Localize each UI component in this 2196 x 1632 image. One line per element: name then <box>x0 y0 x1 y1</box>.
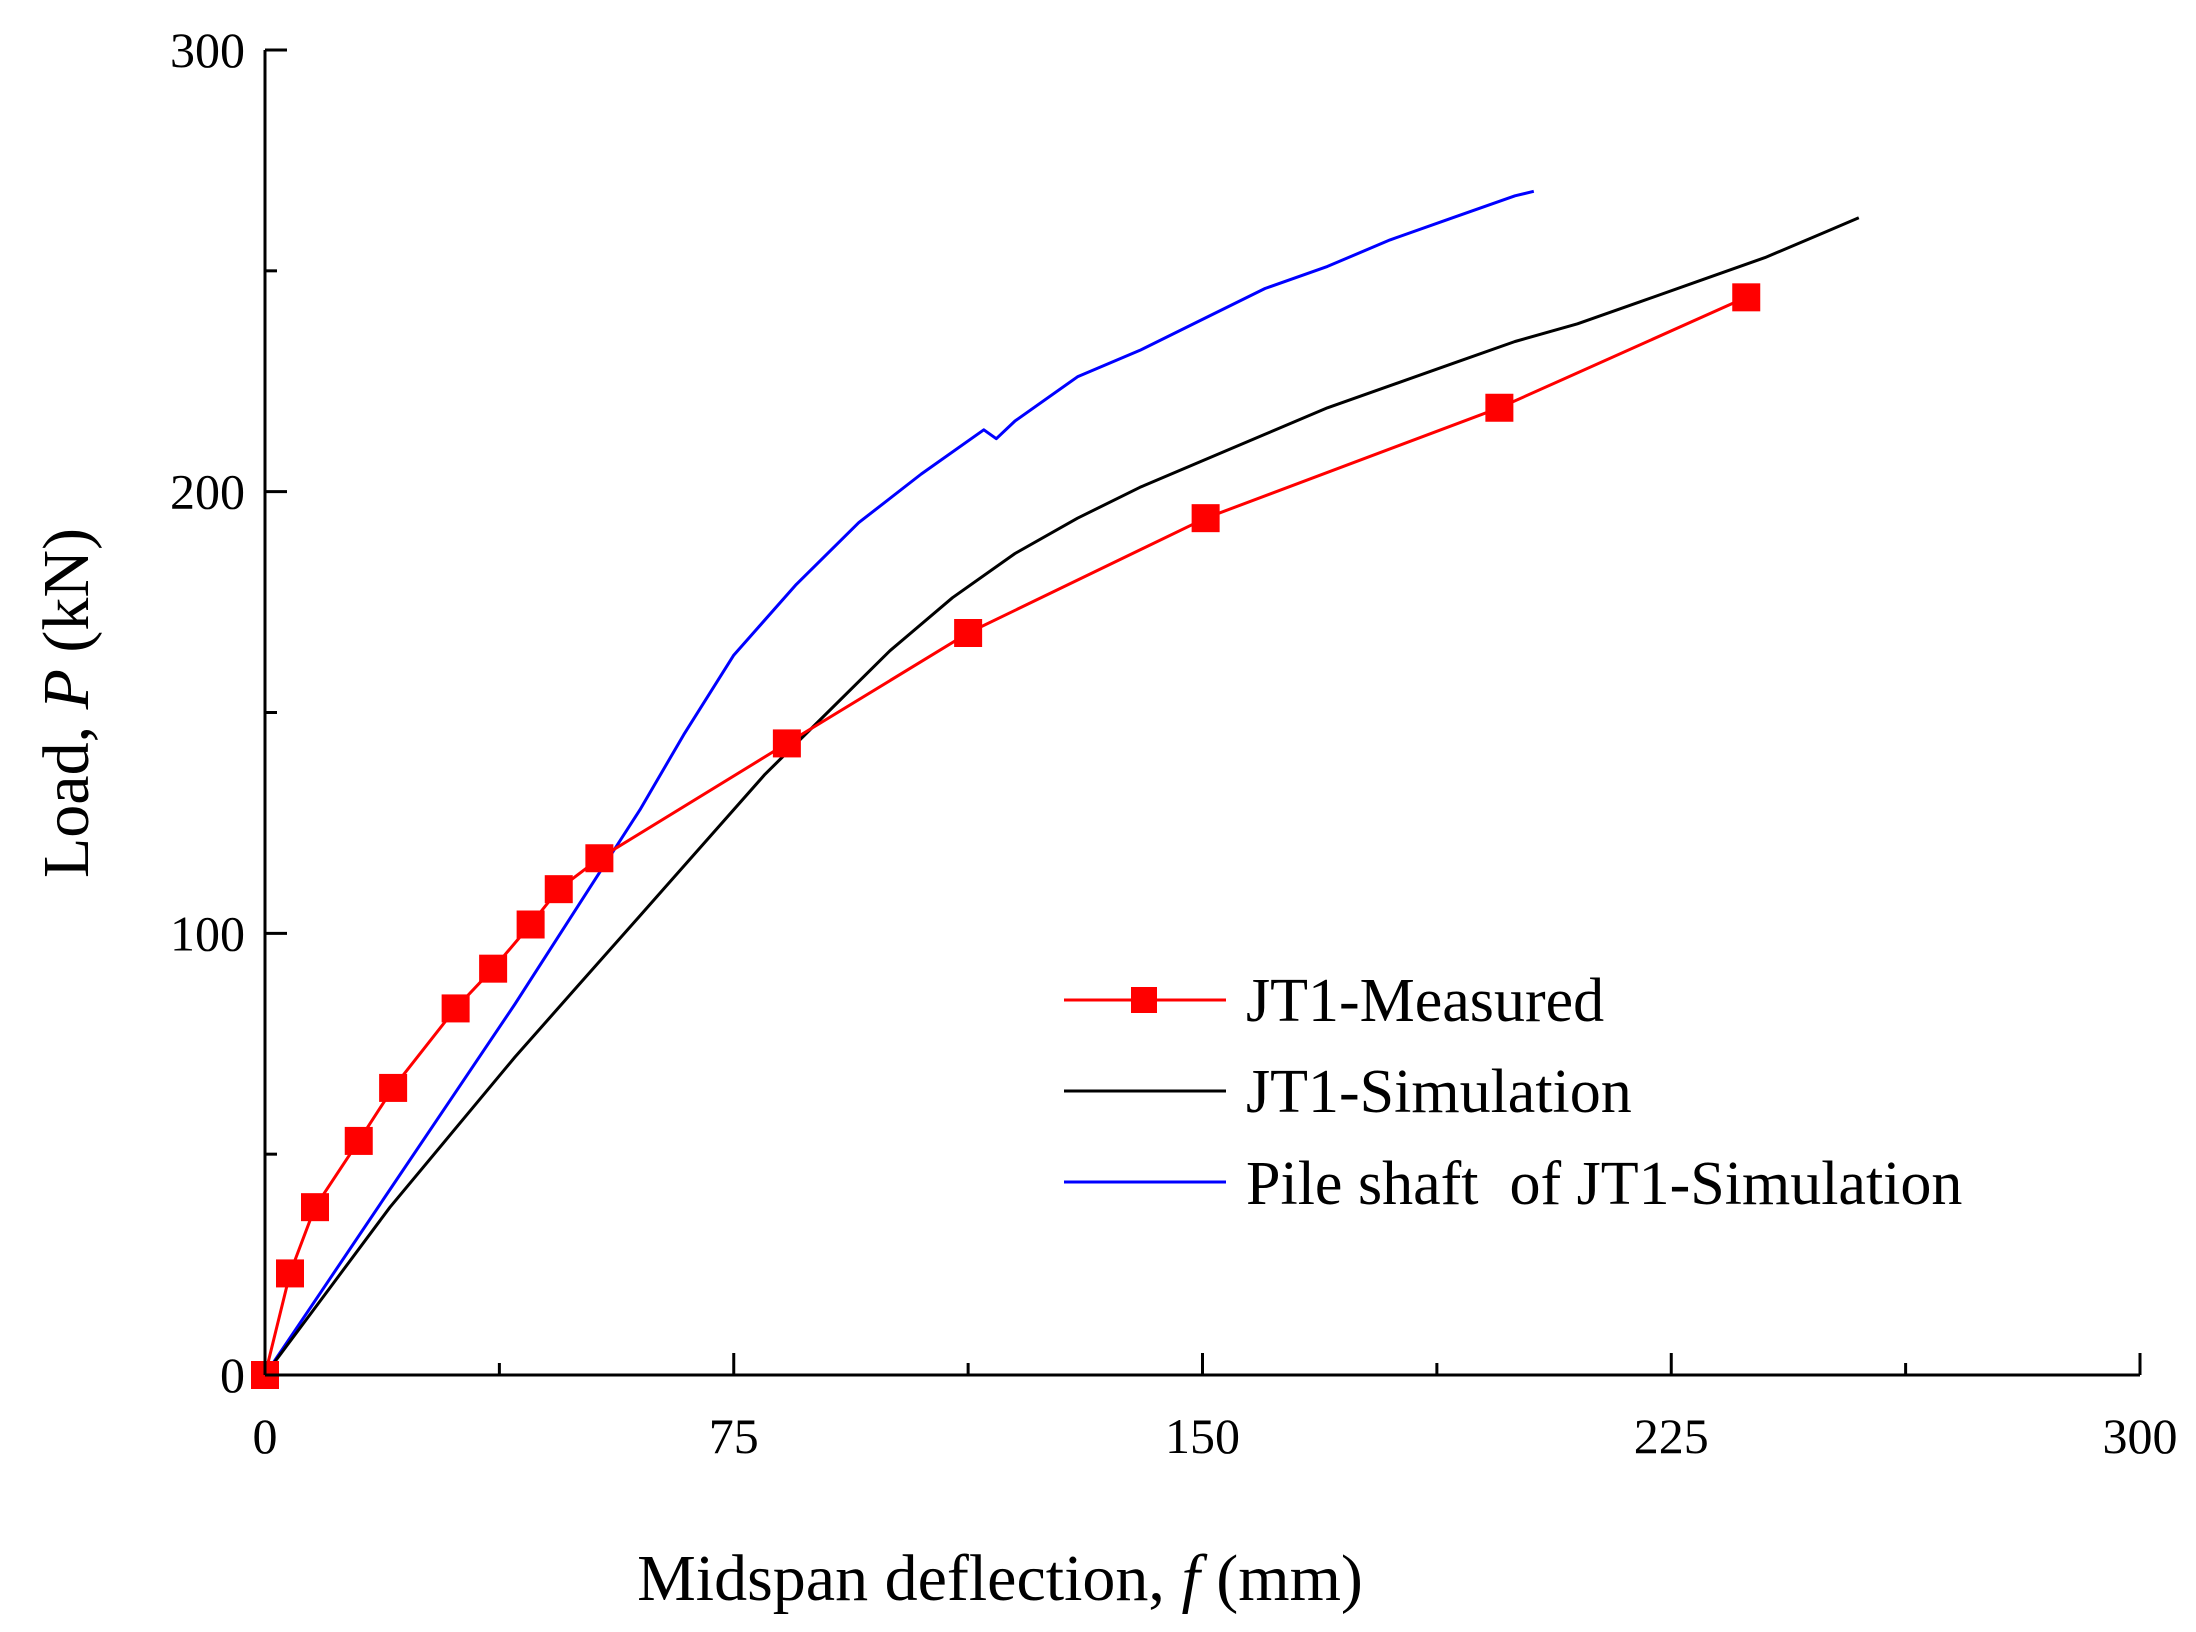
series-jt1-simulation <box>263 216 1860 1376</box>
x-axis-title: Midspan deflection, f (mm) <box>637 1542 1363 1615</box>
data-point-jt1-measured <box>516 910 545 939</box>
series-pile-shaft-of-jt1-simulation <box>263 189 1535 1376</box>
y-axis-title: Load, P (kN) <box>30 528 103 878</box>
data-point-jt1-measured <box>276 1259 304 1288</box>
data-point-jt1-measured <box>379 1073 408 1102</box>
series-line-jt1-simulation <box>263 216 1860 1376</box>
y-tick-label: 200 <box>170 464 245 520</box>
legend-label-pile-shaft: Pile shaft of JT1-Simulation <box>1246 1150 1962 1218</box>
data-point-jt1-measured <box>1732 283 1761 312</box>
data-point-jt1-measured <box>301 1193 329 1222</box>
data-point-jt1-measured <box>585 844 614 873</box>
series-layer <box>251 189 1860 1389</box>
data-point-jt1-measured <box>954 619 983 647</box>
x-tick-label: 75 <box>709 1408 759 1464</box>
data-point-jt1-measured <box>772 729 801 758</box>
series-line-pile-shaft-of-jt1-simulation <box>263 189 1535 1376</box>
axes-layer: 0 75 150 225 300 0 100 200 300 <box>170 22 2178 1464</box>
legend-marker-measured <box>1131 987 1157 1013</box>
legend-label-simulation: JT1-Simulation <box>1246 1058 1632 1126</box>
legend-label-measured: JT1-Measured <box>1246 967 1604 1035</box>
x-tick-label: 300 <box>2103 1408 2178 1464</box>
legend-item-simulation: JT1-Simulation <box>1064 1058 1632 1126</box>
data-point-jt1-measured <box>1485 393 1514 422</box>
y-tick-label: 100 <box>170 905 245 961</box>
data-point-jt1-measured <box>1191 504 1220 533</box>
x-tick-label: 150 <box>1165 1408 1240 1464</box>
legend-item-pile-shaft: Pile shaft of JT1-Simulation <box>1064 1150 1962 1218</box>
data-point-jt1-measured <box>479 954 508 983</box>
data-point-jt1-measured <box>544 875 573 904</box>
legend-item-measured: JT1-Measured <box>1064 967 1604 1035</box>
x-tick-label: 0 <box>253 1408 278 1464</box>
data-point-jt1-measured <box>344 1126 373 1155</box>
y-tick-label: 300 <box>170 22 245 78</box>
data-point-jt1-measured <box>441 994 470 1023</box>
y-tick-label: 0 <box>220 1347 245 1403</box>
x-tick-label: 225 <box>1634 1408 1709 1464</box>
series-jt1-measured <box>251 283 1761 1389</box>
legend: JT1-Measured JT1-Simulation Pile shaft o… <box>1064 967 1962 1218</box>
